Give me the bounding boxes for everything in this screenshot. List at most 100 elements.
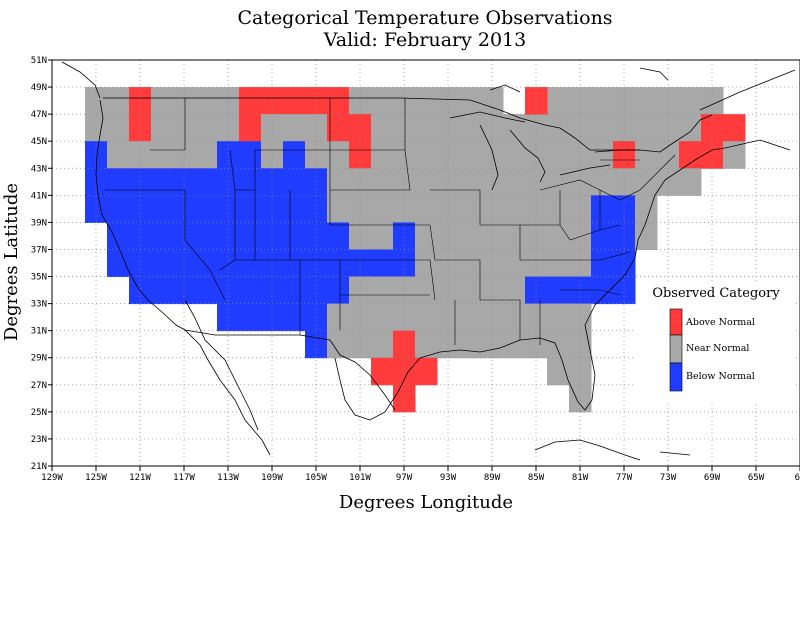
y-tick-label: 39N bbox=[31, 218, 47, 228]
heatmap-cell bbox=[239, 114, 262, 142]
heatmap-cell bbox=[547, 303, 570, 332]
heatmap-cell bbox=[107, 195, 130, 223]
heatmap-cell bbox=[217, 114, 240, 142]
map-outlines bbox=[61, 61, 796, 461]
heatmap-cell bbox=[305, 168, 328, 196]
x-tick-label: 73W bbox=[660, 473, 677, 483]
state-lines-east bbox=[520, 154, 676, 345]
heatmap-cell bbox=[701, 141, 724, 169]
heatmap-cell bbox=[525, 141, 548, 169]
legend-label-above-normal: Above Normal bbox=[685, 317, 755, 328]
heatmap-cell bbox=[415, 222, 438, 250]
heatmap-cell bbox=[481, 303, 504, 332]
baja-coastline bbox=[184, 299, 259, 431]
heatmap-cell bbox=[503, 222, 526, 250]
heatmap-cell bbox=[657, 141, 680, 169]
heatmap-cell bbox=[349, 276, 372, 305]
legend-title: Observed Category bbox=[652, 286, 780, 301]
heatmap-cell bbox=[503, 276, 526, 305]
heatmap-cell bbox=[85, 114, 108, 142]
heatmap-cell bbox=[569, 276, 592, 305]
heatmap-cell bbox=[415, 330, 438, 359]
heatmap-cell bbox=[525, 303, 548, 332]
x-tick-label: 101W bbox=[349, 473, 371, 483]
heatmap-cell bbox=[173, 141, 196, 169]
heatmap-cell bbox=[283, 276, 306, 305]
heatmap-cell bbox=[569, 357, 592, 386]
heatmap-cell bbox=[525, 249, 548, 278]
heatmap-cell bbox=[283, 195, 306, 223]
heatmap-cell bbox=[327, 141, 350, 169]
legend-swatch-below-normal bbox=[669, 362, 683, 392]
y-tick-label: 29N bbox=[31, 354, 47, 364]
heatmap-cell bbox=[437, 303, 460, 332]
heatmap-cell bbox=[327, 168, 350, 196]
heatmap-cell bbox=[195, 87, 218, 115]
heatmap-cell bbox=[107, 87, 130, 115]
heatmap-cell bbox=[657, 114, 680, 142]
heatmap-cell bbox=[547, 141, 570, 169]
west-coastline bbox=[95, 99, 271, 456]
heatmap-cell bbox=[151, 87, 174, 115]
heatmap-cell bbox=[349, 141, 372, 169]
heatmap-cell bbox=[173, 114, 196, 142]
heatmap-cell bbox=[547, 168, 570, 196]
y-tick-label: 51N bbox=[31, 56, 47, 66]
x-tick-label: 61 bbox=[795, 473, 800, 483]
heatmap-cell bbox=[173, 276, 196, 305]
map-title-line2: Valid: February 2013 bbox=[323, 29, 526, 51]
heatmap-cell bbox=[459, 141, 482, 169]
heatmap-cell bbox=[415, 168, 438, 196]
x-tick-label: 105W bbox=[305, 473, 327, 483]
heatmap-cells bbox=[85, 87, 746, 413]
heatmap-cell bbox=[173, 168, 196, 196]
heatmap-cell bbox=[503, 168, 526, 196]
heatmap-cell bbox=[525, 168, 548, 196]
y-tick-label: 23N bbox=[31, 435, 47, 445]
heatmap-cell bbox=[327, 222, 350, 250]
heatmap-cell bbox=[459, 222, 482, 250]
x-tick-label: 109W bbox=[261, 473, 283, 483]
heatmap-cell bbox=[635, 141, 658, 169]
heatmap-cell bbox=[459, 330, 482, 359]
heatmap-cell bbox=[107, 222, 130, 250]
heatmap-cell bbox=[393, 276, 416, 305]
heatmap-cell bbox=[327, 249, 350, 278]
heatmap-cell bbox=[591, 87, 614, 115]
heatmap-cell bbox=[85, 168, 108, 196]
heatmap-cell bbox=[371, 249, 394, 278]
heatmap-cell bbox=[613, 276, 636, 305]
y-tick-label: 33N bbox=[31, 300, 47, 310]
heatmap-cell bbox=[217, 276, 240, 305]
heatmap-cell bbox=[459, 168, 482, 196]
heatmap-cell bbox=[305, 141, 328, 169]
heatmap-cell bbox=[217, 168, 240, 196]
heatmap-cell bbox=[261, 114, 284, 142]
heatmap-cell bbox=[437, 249, 460, 278]
heatmap-cell bbox=[415, 195, 438, 223]
x-tick-label: 81W bbox=[572, 473, 589, 483]
y-tick-label: 25N bbox=[31, 408, 47, 418]
y-tick-label: 37N bbox=[31, 245, 47, 255]
heatmap-cell bbox=[481, 195, 504, 223]
heatmap-cell bbox=[107, 168, 130, 196]
heatmap-cell bbox=[437, 168, 460, 196]
heatmap-cell bbox=[547, 249, 570, 278]
heatmap-cell bbox=[547, 330, 570, 359]
heatmap-cell bbox=[613, 249, 636, 278]
heatmap-cell bbox=[569, 249, 592, 278]
heatmap-cell bbox=[547, 357, 570, 386]
heatmap-cell bbox=[591, 195, 614, 223]
heatmap-cell bbox=[459, 87, 482, 115]
heatmap-cell bbox=[613, 168, 636, 196]
heatmap-cell bbox=[371, 195, 394, 223]
heatmap-cell bbox=[547, 276, 570, 305]
heatmap-cell bbox=[613, 195, 636, 223]
heatmap-cell bbox=[129, 114, 152, 142]
state-boundaries bbox=[105, 98, 676, 345]
heatmap-cell bbox=[525, 276, 548, 305]
heatmap-cell bbox=[151, 168, 174, 196]
heatmap-cell bbox=[481, 276, 504, 305]
heatmap-cell bbox=[327, 303, 350, 332]
